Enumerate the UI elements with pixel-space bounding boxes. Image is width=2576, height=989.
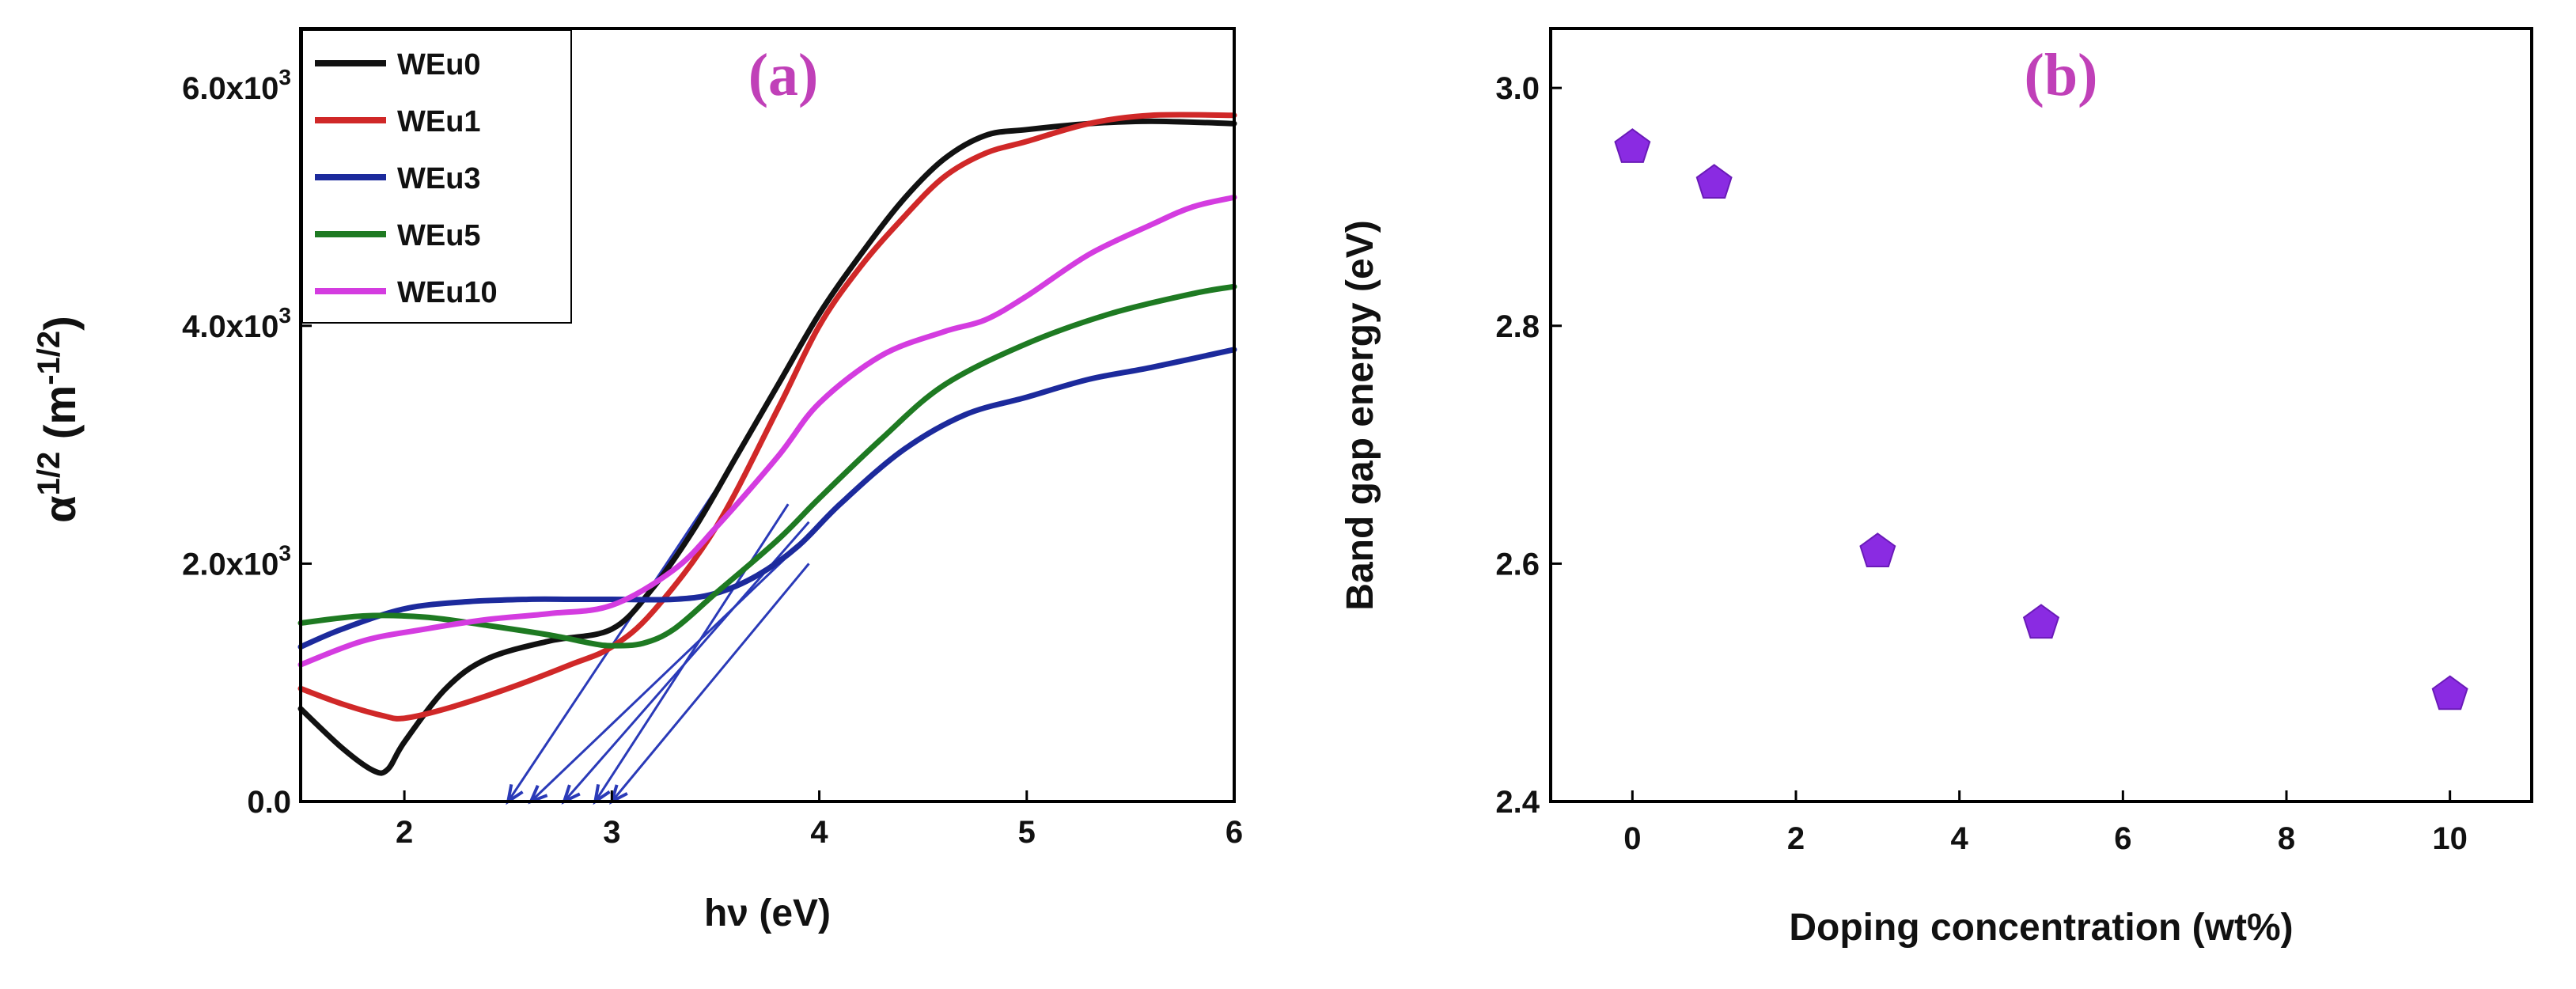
x-axis-b: 0 2 4 6 8 10 — [1623, 790, 2468, 856]
x-tick-label: 3 — [603, 815, 620, 850]
series-line-weu0 — [297, 118, 1237, 776]
legend-label: WEu1 — [397, 105, 481, 138]
y-axis-b: 2.4 2.6 2.8 3.0 — [1495, 71, 1562, 820]
x-tick-label: 0 — [1623, 821, 1641, 856]
y-tick-label: 4.0x103 — [182, 303, 291, 344]
x-axis-a: 2 3 4 5 6 — [396, 790, 1243, 850]
x-tick-label: 8 — [2278, 821, 2295, 856]
x-tick-label: 10 — [2432, 821, 2468, 856]
y-tick-label: 2.0x103 — [182, 540, 291, 582]
y-axis-title-b: Band gap energy (eV) — [1339, 220, 1381, 610]
x-tick-label: 6 — [1225, 815, 1243, 850]
tangent-arrowhead — [593, 783, 611, 805]
data-point — [1859, 532, 1896, 567]
panel-label-a: (a) — [748, 42, 819, 108]
panel-a: 2 3 4 5 6 0.0 2.0x103 4.0x103 6.0x103 (a) hν (e… — [32, 27, 1243, 934]
series-line-weu3 — [297, 347, 1237, 650]
legend-label: WEu5 — [397, 219, 481, 252]
panel-label-b: (b) — [2025, 42, 2098, 108]
tangent-line — [611, 563, 810, 802]
x-axis-title-a: hν (eV) — [704, 892, 831, 934]
series-line-weu10 — [297, 194, 1237, 668]
data-point — [1614, 128, 1651, 163]
tangent-line — [594, 503, 790, 802]
y-axis-title-a: α1/2 (m-1/2) — [32, 316, 85, 523]
data-point — [2022, 604, 2060, 639]
x-tick-label: 4 — [1951, 821, 1969, 856]
tangent-line — [506, 473, 727, 802]
x-tick-label: 6 — [2114, 821, 2131, 856]
tangent-arrowhead — [506, 784, 524, 805]
legend-label: WEu0 — [397, 48, 481, 81]
y-tick-label: 2.4 — [1495, 785, 1540, 820]
x-tick-label: 2 — [396, 815, 413, 850]
legend-a: WEu0 WEu1 WEu3 WEu5 WEu10 — [301, 29, 572, 324]
legend-label: WEu3 — [397, 162, 481, 195]
y-tick-label: 2.8 — [1495, 309, 1540, 344]
svg-text:α1/2 (m-1/2): α1/2 (m-1/2) — [32, 316, 85, 523]
series-line-weu1 — [297, 112, 1237, 722]
legend-label: WEu10 — [397, 276, 498, 309]
y-tick-label: 6.0x103 — [182, 65, 291, 106]
x-tick-label: 2 — [1787, 821, 1805, 856]
series-group — [297, 112, 1237, 776]
scatter-points — [1614, 128, 2468, 710]
x-tick-label: 5 — [1018, 815, 1036, 850]
data-point — [1695, 164, 1733, 199]
y-tick-label: 0.0 — [247, 785, 291, 820]
y-tick-label: 3.0 — [1495, 71, 1540, 106]
x-tick-label: 4 — [810, 815, 828, 850]
y-axis-a: 0.0 2.0x103 4.0x103 6.0x103 — [182, 65, 312, 820]
panel-b: 0 2 4 6 8 10 2.4 2.6 2.8 3.0 (b) Doping concentr… — [1339, 27, 2533, 949]
plot-frame-b — [1549, 27, 2533, 803]
tangent-line — [530, 544, 800, 803]
plot-frame-a — [299, 27, 1236, 803]
x-axis-title-b: Doping concentration (wt%) — [1789, 907, 2293, 949]
y-tick-label: 2.6 — [1495, 547, 1540, 582]
series-line-weu5 — [297, 283, 1237, 649]
data-point — [2431, 675, 2468, 710]
